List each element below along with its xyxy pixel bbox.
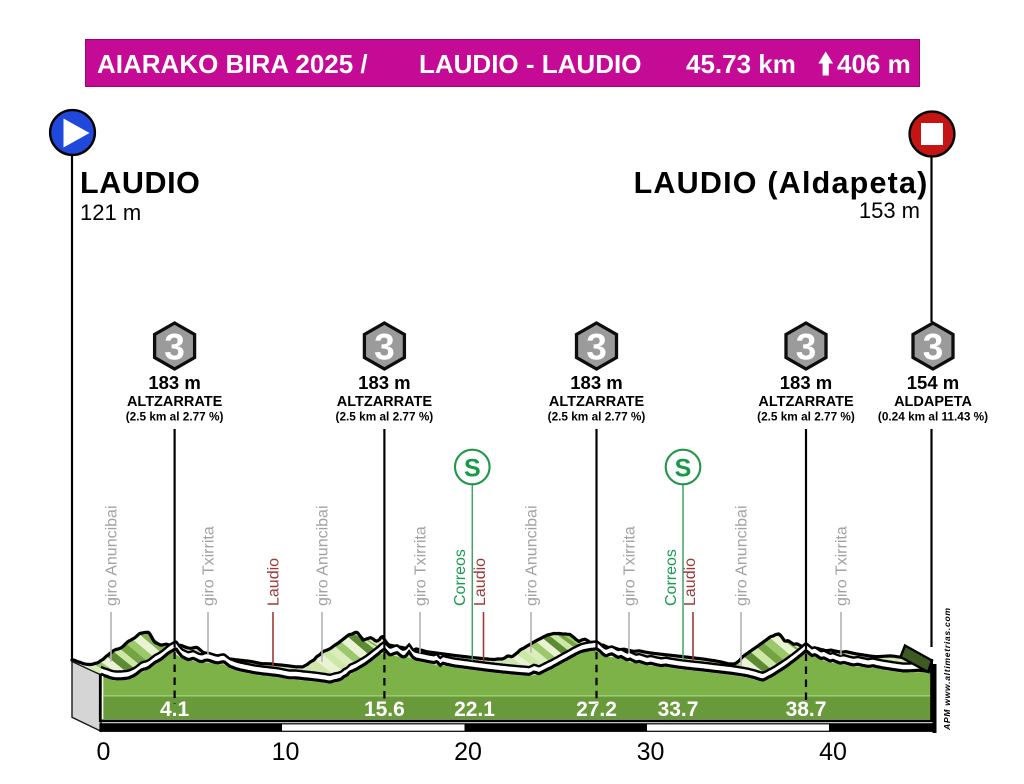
svg-text:3: 3: [796, 327, 817, 368]
svg-text:183 m: 183 m: [570, 372, 622, 393]
svg-text:APM www.altimetrias.com: APM www.altimetrias.com: [942, 607, 952, 731]
svg-text:Laudio: Laudio: [472, 558, 489, 606]
svg-text:ALTZARRATE: ALTZARRATE: [549, 394, 645, 410]
svg-text:3: 3: [374, 327, 395, 368]
svg-text:Laudio: Laudio: [682, 558, 699, 606]
svg-text:(2.5 km al 2.77 %): (2.5 km al 2.77 %): [757, 410, 855, 424]
svg-text:ALTZARRATE: ALTZARRATE: [758, 394, 854, 410]
svg-text:ALTZARRATE: ALTZARRATE: [127, 394, 223, 410]
svg-text:38.7: 38.7: [786, 698, 827, 721]
svg-text:ALTZARRATE: ALTZARRATE: [337, 394, 433, 410]
svg-text:LAUDIO: LAUDIO: [80, 166, 201, 200]
svg-text:27.2: 27.2: [576, 698, 617, 721]
svg-text:giro Anuncibai: giro Anuncibai: [734, 505, 751, 606]
svg-text:0: 0: [97, 738, 111, 766]
svg-text:(2.5 km al 2.77 %): (2.5 km al 2.77 %): [126, 410, 224, 424]
svg-text:Correos: Correos: [663, 549, 680, 606]
svg-text:Laudio: Laudio: [266, 558, 283, 606]
svg-text:183 m: 183 m: [780, 372, 832, 393]
svg-text:3: 3: [164, 327, 185, 368]
svg-text:(0.24 km al 11.43 %): (0.24 km al 11.43 %): [878, 410, 988, 424]
svg-text:Correos: Correos: [452, 549, 469, 606]
svg-text:3: 3: [923, 327, 944, 368]
svg-text:giro Txirrita: giro Txirrita: [622, 526, 639, 606]
svg-text:15.6: 15.6: [364, 698, 405, 721]
svg-text:20: 20: [454, 738, 482, 766]
svg-text:giro Anuncibai: giro Anuncibai: [104, 505, 121, 606]
svg-text:giro Txirrita: giro Txirrita: [201, 526, 218, 606]
svg-text:S: S: [675, 455, 692, 483]
svg-text:22.1: 22.1: [454, 698, 495, 721]
svg-text:(2.5 km al 2.77 %): (2.5 km al 2.77 %): [336, 410, 434, 424]
svg-text:183 m: 183 m: [358, 372, 410, 393]
svg-text:giro Txirrita: giro Txirrita: [413, 526, 430, 606]
svg-text:ALDAPETA: ALDAPETA: [894, 394, 972, 410]
svg-text:30: 30: [637, 738, 665, 766]
svg-text:giro Anuncibai: giro Anuncibai: [524, 505, 541, 606]
svg-text:40: 40: [819, 738, 847, 766]
svg-text:153 m: 153 m: [859, 198, 920, 223]
svg-text:154 m: 154 m: [907, 372, 959, 393]
svg-text:giro Txirrita: giro Txirrita: [834, 526, 851, 606]
svg-text:(2.5 km al 2.77 %): (2.5 km al 2.77 %): [548, 410, 646, 424]
svg-text:10: 10: [272, 738, 300, 766]
svg-text:121 m: 121 m: [80, 200, 141, 225]
svg-text:LAUDIO (Aldapeta): LAUDIO (Aldapeta): [634, 166, 929, 200]
svg-text:4.1: 4.1: [160, 698, 190, 721]
svg-text:giro Anuncibai: giro Anuncibai: [315, 505, 332, 606]
svg-text:S: S: [464, 455, 481, 483]
svg-text:3: 3: [586, 327, 607, 368]
svg-text:33.7: 33.7: [658, 698, 699, 721]
svg-text:183 m: 183 m: [148, 372, 200, 393]
